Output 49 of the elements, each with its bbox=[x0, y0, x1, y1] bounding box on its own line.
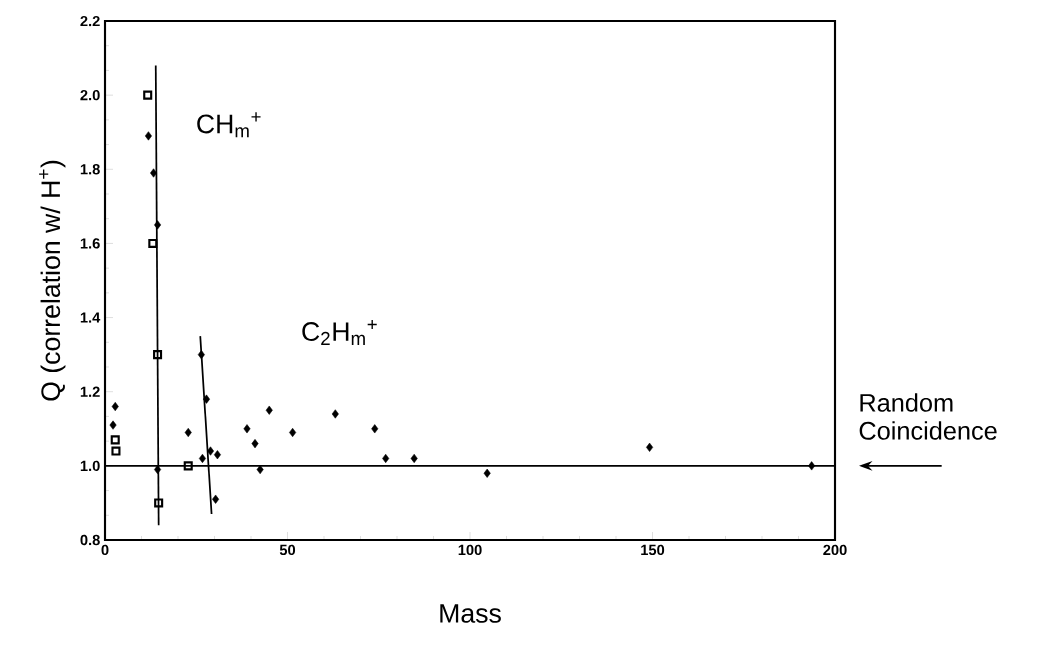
point bbox=[289, 427, 297, 438]
y-tick-label: 1.0 bbox=[80, 460, 100, 472]
point bbox=[111, 402, 119, 412]
point bbox=[410, 453, 418, 463]
point bbox=[212, 494, 220, 504]
point bbox=[483, 468, 491, 478]
y-tick-label: 1.6 bbox=[80, 238, 100, 249]
x-tick-label: 150 bbox=[641, 544, 665, 556]
point bbox=[154, 220, 162, 230]
point bbox=[371, 424, 379, 434]
y-tick-label: 2.0 bbox=[80, 89, 100, 101]
x-axis-title: Mass bbox=[440, 604, 501, 623]
y-tick-label: 1.2 bbox=[80, 386, 100, 397]
point bbox=[256, 465, 264, 475]
annotation: C$_{2}$H$_{m}$+ bbox=[302, 319, 377, 345]
point bbox=[203, 394, 210, 404]
x-tick-label: 50 bbox=[279, 544, 296, 556]
point bbox=[382, 453, 390, 463]
point bbox=[109, 420, 117, 430]
x-tick-label: 200 bbox=[823, 544, 847, 556]
point bbox=[110, 435, 120, 445]
point bbox=[207, 446, 214, 456]
point bbox=[143, 90, 153, 100]
y-tick-label: 2.2 bbox=[80, 15, 100, 27]
point bbox=[111, 446, 121, 456]
point bbox=[144, 131, 152, 141]
point bbox=[646, 442, 654, 452]
point bbox=[213, 450, 221, 460]
y-tick-label: 1.8 bbox=[80, 164, 100, 175]
point bbox=[153, 350, 163, 360]
y-tick-label: 0.8 bbox=[80, 534, 100, 546]
point bbox=[331, 409, 339, 419]
ref-line-label: Random Coincidence bbox=[859, 393, 997, 440]
point bbox=[198, 453, 206, 463]
x-tick-label: 100 bbox=[458, 544, 482, 556]
point bbox=[265, 405, 273, 415]
x-tick-label: 0 bbox=[101, 544, 109, 556]
point bbox=[197, 350, 205, 360]
annotation: CH$_{m}$+ bbox=[197, 112, 261, 138]
point bbox=[154, 465, 162, 475]
point bbox=[808, 461, 816, 471]
point bbox=[243, 424, 251, 434]
y-axis-title: Q (correlation w/ H$^{+}$) bbox=[39, 160, 66, 401]
point bbox=[148, 238, 158, 248]
point bbox=[251, 439, 259, 449]
point bbox=[154, 498, 164, 508]
y-tick-label: 1.4 bbox=[80, 312, 101, 323]
point bbox=[183, 461, 193, 471]
point bbox=[184, 427, 192, 438]
